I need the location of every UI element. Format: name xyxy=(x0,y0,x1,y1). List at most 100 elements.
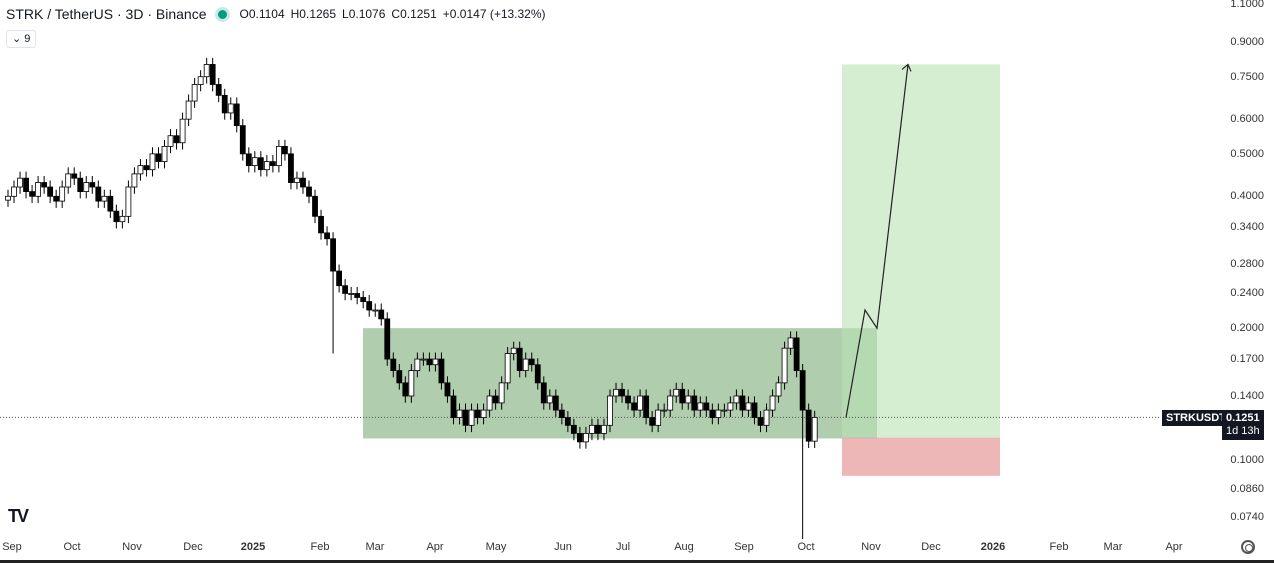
candle-up xyxy=(811,417,818,442)
candle-up xyxy=(420,358,427,361)
indicators-toggle-button[interactable]: ⌄ 9 xyxy=(6,30,37,48)
candle-down xyxy=(534,364,541,384)
price-tick-label: 0.2400 xyxy=(1230,287,1264,300)
price-tick-label: 0.0740 xyxy=(1230,511,1264,524)
candle-up xyxy=(601,424,607,434)
time-tick-label: Sep xyxy=(2,541,22,553)
candle-up xyxy=(522,358,529,371)
candle-up xyxy=(583,433,589,443)
time-tick-label: Jun xyxy=(554,541,572,553)
candle-up xyxy=(263,161,270,171)
candle-up xyxy=(781,347,788,384)
low-value: L0.1076 xyxy=(342,7,386,21)
candle-down xyxy=(318,215,324,234)
time-tick-label: Dec xyxy=(921,541,941,553)
candle-up xyxy=(5,195,11,201)
candle-down xyxy=(625,395,631,404)
candle-down xyxy=(95,186,102,202)
candle-down xyxy=(360,297,367,302)
candle-up xyxy=(661,409,668,412)
candle-down xyxy=(631,402,637,411)
symbol-title[interactable]: STRK / TetherUS · 3D · Binance xyxy=(6,6,207,22)
candle-down xyxy=(53,195,60,202)
candle-up xyxy=(131,173,138,188)
price-tick-label: 0.1700 xyxy=(1230,353,1264,366)
candle-down xyxy=(173,135,180,144)
candle-up xyxy=(715,409,722,418)
candle-up xyxy=(685,395,692,404)
time-tick-label: Sep xyxy=(734,541,754,553)
candle-up xyxy=(275,145,282,167)
candle-down xyxy=(793,337,800,371)
tradingview-logo-icon[interactable]: TV xyxy=(8,506,29,526)
candle-down xyxy=(330,238,336,272)
candle-down xyxy=(71,173,78,179)
candle-down xyxy=(474,409,481,418)
candle-down xyxy=(396,370,403,384)
candle-down xyxy=(558,409,565,418)
projection-arrow xyxy=(845,64,909,418)
candle-down xyxy=(516,347,523,371)
price-tick-label: 0.9000 xyxy=(1230,36,1264,49)
candle-up xyxy=(637,395,643,411)
candle-up xyxy=(480,409,487,418)
candle-up xyxy=(787,337,794,349)
candle-up xyxy=(456,409,463,418)
candle-down xyxy=(552,395,559,411)
time-tick-label: Aug xyxy=(674,541,694,553)
candle-up xyxy=(673,388,680,397)
candle-up xyxy=(727,402,734,411)
candle-up xyxy=(408,370,415,397)
bottom-bar xyxy=(0,560,1274,563)
candle-up xyxy=(468,409,475,426)
candle-down xyxy=(41,182,48,188)
candle-down xyxy=(312,195,318,217)
market-status-icon xyxy=(218,9,228,19)
open-value: O0.1104 xyxy=(239,7,285,21)
candle-down xyxy=(691,395,698,411)
candle-up xyxy=(161,145,168,163)
candle-down xyxy=(402,382,409,397)
candle-up xyxy=(119,215,126,223)
time-tick-label: Nov xyxy=(122,541,142,553)
candle-up xyxy=(607,395,613,426)
time-tick-label: Nov xyxy=(861,541,881,553)
candle-down xyxy=(288,153,294,183)
time-tick-label: Oct xyxy=(63,541,81,553)
candle-down xyxy=(107,195,114,212)
high-value: H0.1265 xyxy=(290,7,337,21)
candle-up xyxy=(185,100,192,120)
candle-down xyxy=(209,64,216,85)
candle-up xyxy=(498,382,505,404)
candle-up xyxy=(227,103,234,114)
candle-down xyxy=(799,370,806,411)
time-tick-label: Dec xyxy=(183,541,203,553)
candle-up xyxy=(137,165,144,175)
candle-down xyxy=(336,270,343,287)
candle-up xyxy=(17,177,23,188)
chart-header: STRK / TetherUS · 3D · Binance O0.1104 H… xyxy=(6,6,546,22)
candle-down xyxy=(564,417,571,426)
candle-down xyxy=(390,358,397,371)
candle-down xyxy=(233,103,240,127)
candle-down xyxy=(269,161,276,167)
candle-down xyxy=(89,182,96,188)
time-tick-label: Mar xyxy=(1103,541,1123,553)
bar-countdown: 1d 13h xyxy=(1226,425,1260,437)
settings-icon[interactable] xyxy=(1241,540,1255,554)
candle-up xyxy=(167,135,174,147)
symbol-tag: STRKUSDT xyxy=(1162,410,1230,426)
candle-down xyxy=(643,395,650,418)
price-tick-label: 0.6000 xyxy=(1230,113,1264,126)
candle-down xyxy=(215,84,222,96)
candle-down xyxy=(757,417,764,426)
price-tick-label: 0.5000 xyxy=(1230,147,1264,160)
candle-down xyxy=(113,210,120,223)
candle-down xyxy=(444,382,451,397)
candle-down xyxy=(257,157,264,171)
candle-up xyxy=(59,186,66,202)
last-price-tag: 0.1251 1d 13h xyxy=(1222,410,1264,440)
candle-down xyxy=(143,165,150,171)
candle-down xyxy=(570,424,577,434)
